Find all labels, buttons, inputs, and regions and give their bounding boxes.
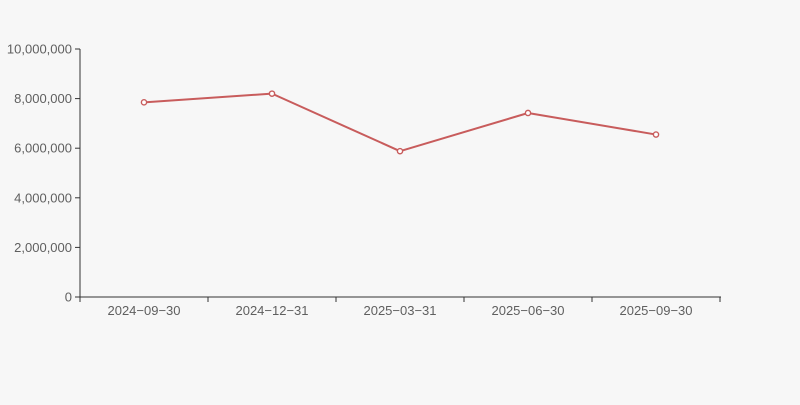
data-point-marker[interactable]	[268, 90, 276, 97]
data-point-marker[interactable]	[396, 147, 404, 155]
x-axis-tick-label: 2024−09−30	[107, 303, 180, 318]
data-point-marker[interactable]	[140, 99, 148, 106]
y-axis-tick-label: 0	[65, 290, 72, 305]
y-axis-tick-label: 4,000,000	[14, 190, 72, 205]
x-axis-tick-label: 2024−12−31	[235, 303, 308, 318]
data-point-marker[interactable]	[652, 131, 660, 138]
y-axis-tick-label: 6,000,000	[14, 141, 72, 156]
y-axis-tick-label: 10,000,000	[7, 42, 72, 57]
y-axis-tick-label: 8,000,000	[14, 91, 72, 106]
x-axis-tick-label: 2025−03−31	[363, 303, 436, 318]
data-point-marker[interactable]	[524, 109, 532, 117]
x-axis-tick-label: 2025−06−30	[491, 303, 564, 318]
y-axis-tick-label: 2,000,000	[14, 240, 72, 255]
x-axis-tick-label: 2025−09−30	[619, 303, 692, 318]
